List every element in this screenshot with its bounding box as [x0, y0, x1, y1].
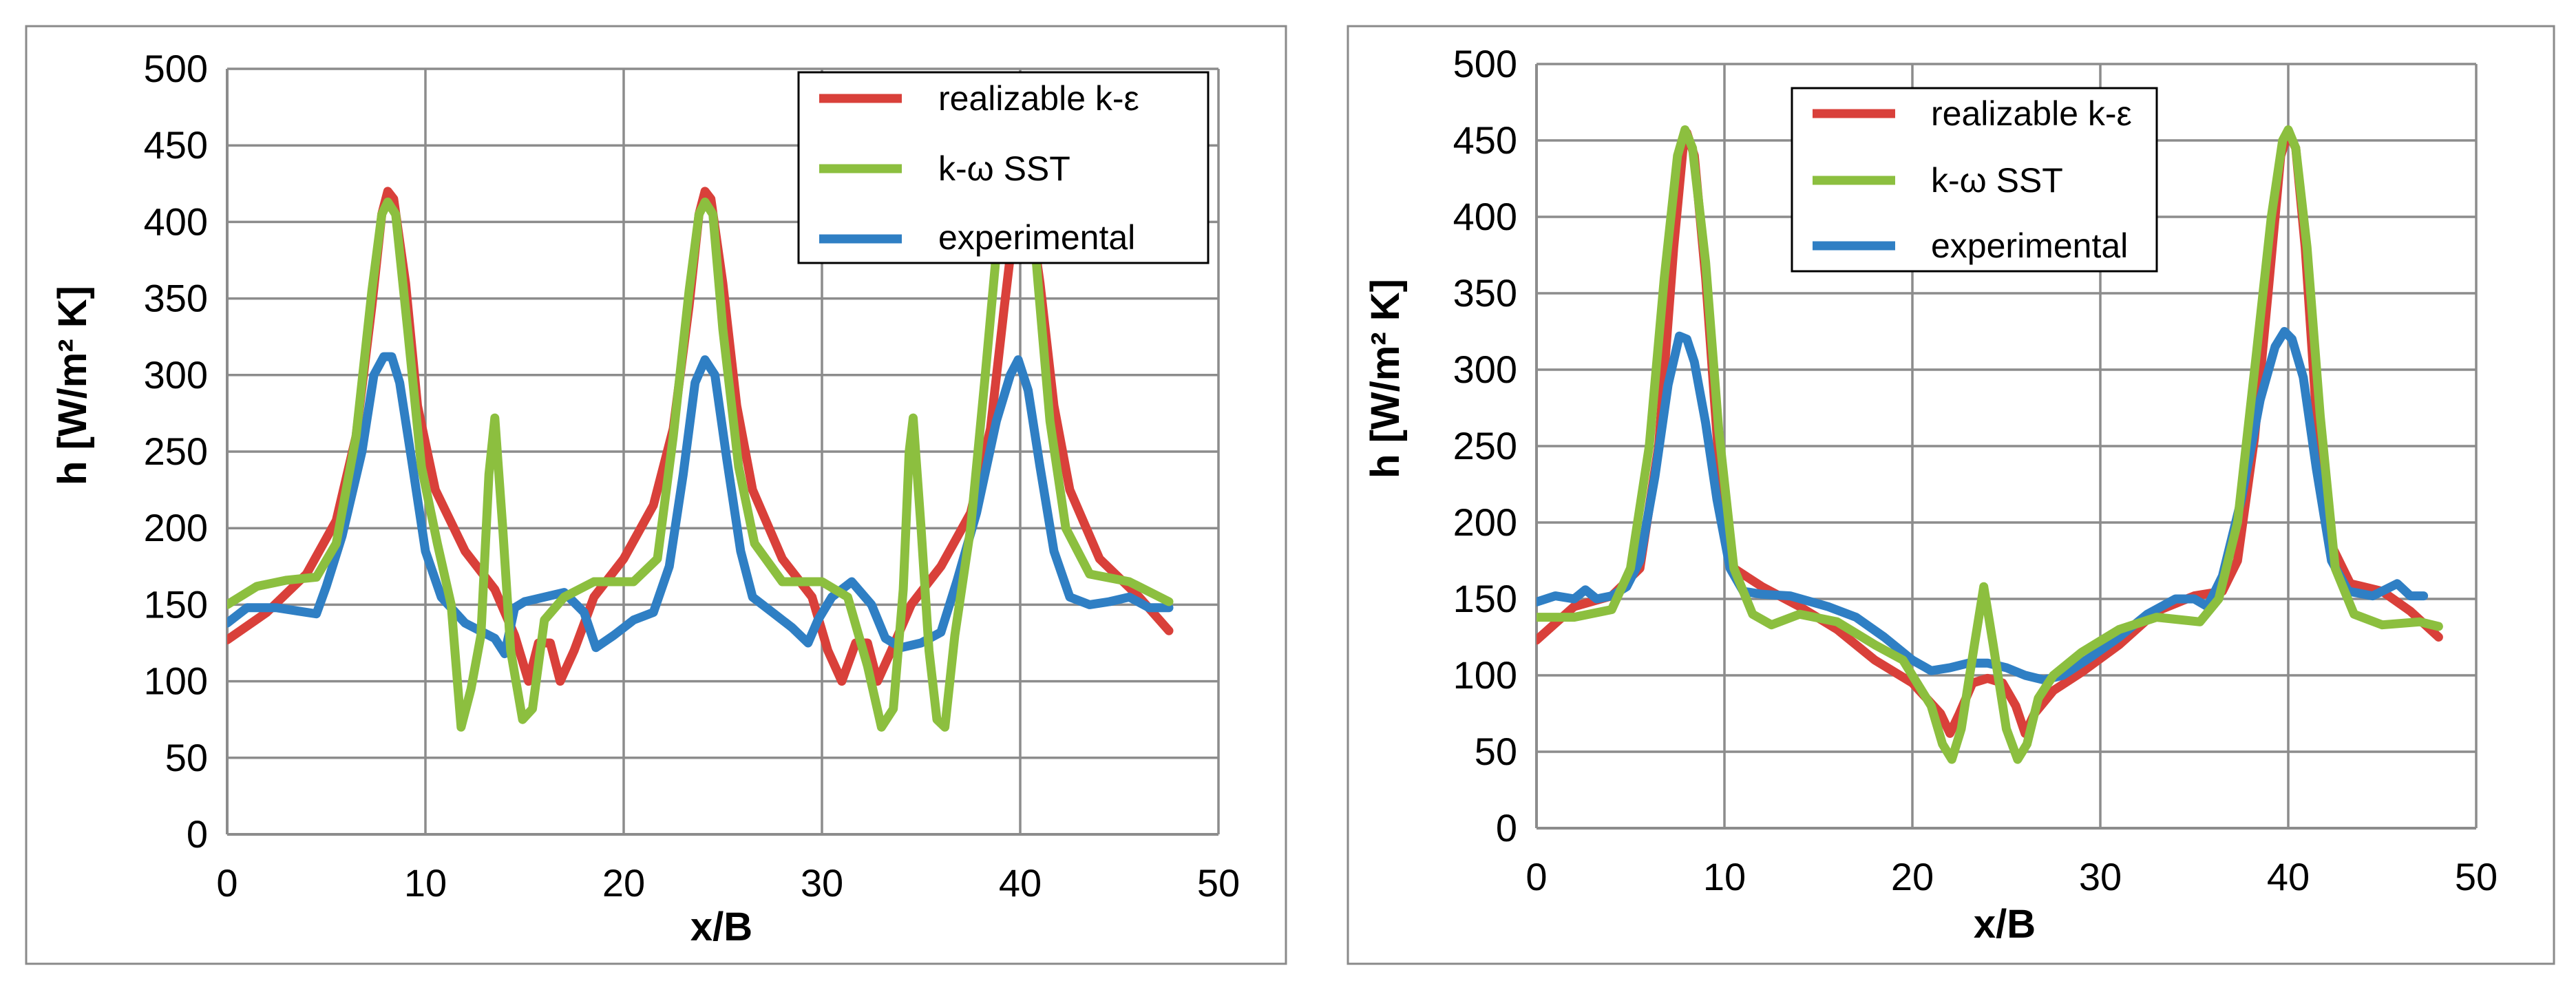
left-x-tick-label: 0	[216, 861, 237, 905]
left-series-experimental	[227, 352, 1174, 659]
right-y-tick-label: 150	[1453, 577, 1517, 620]
left-y-tick-label: 450	[144, 123, 208, 167]
left-x-tick-label: 20	[602, 861, 645, 905]
left-y-tick-label: 150	[144, 582, 208, 626]
left-legend-label-sst: k-ω SST	[938, 149, 1070, 188]
right-y-tick-label: 0	[1496, 806, 1517, 849]
left-chart-legend: realizable k-ε k-ω SST experimental	[797, 71, 1210, 264]
right-x-tick-label: 50	[2455, 855, 2498, 898]
right-chart-legend: realizable k-ε k-ω SST experimental	[1791, 87, 2158, 273]
left-x-tick-label: 10	[404, 861, 447, 905]
right-x-tick-label: 0	[1525, 855, 1547, 898]
left-y-axis-label: h [W/m² K]	[50, 286, 95, 485]
right-y-tick-label: 50	[1475, 730, 1517, 773]
left-x-tick-label: 40	[999, 861, 1042, 905]
right-chart-ticks: 0 50 100 150 200 250 300 350 400 450 500 0 10 20 30 40 5…	[1453, 42, 2498, 898]
right-x-axis-label: x/B	[1974, 902, 2036, 947]
left-y-tick-label: 100	[144, 659, 208, 703]
left-y-tick-label: 50	[165, 736, 208, 779]
right-y-tick-label: 350	[1453, 271, 1517, 315]
right-y-tick-label: 500	[1453, 42, 1517, 85]
left-y-tick-label: 400	[144, 200, 208, 243]
right-chart-panel: 0 50 100 150 200 250 300 350 400 450 500 0 10 20 30 40 5…	[1347, 25, 2555, 965]
right-legend-label-sst: k-ω SST	[1931, 161, 2063, 200]
right-x-tick-label: 20	[1891, 855, 1934, 898]
left-y-tick-label: 200	[144, 506, 208, 549]
right-x-tick-label: 40	[2267, 855, 2310, 898]
left-chart-panel: 0 50 100 150 200 250 300 350 400 450 500 0 10 20 30 40 5…	[25, 25, 1287, 965]
left-y-tick-label: 250	[144, 430, 208, 473]
right-chart-series	[1537, 125, 2443, 764]
left-chart-series	[227, 110, 1174, 732]
left-x-axis-label: x/B	[690, 905, 752, 949]
right-y-tick-label: 400	[1453, 195, 1517, 238]
left-chart-ticks: 0 50 100 150 200 250 300 350 400 450 500 0 10 20 30 40 5…	[144, 47, 1241, 905]
right-legend-label-realizable: realizable k-ε	[1931, 94, 2132, 133]
right-series-k-omega-sst	[1537, 125, 2443, 764]
right-y-axis-label: h [W/m² K]	[1363, 279, 1408, 478]
left-y-tick-label: 350	[144, 277, 208, 320]
right-x-tick-label: 10	[1703, 855, 1746, 898]
left-legend-label-experimental: experimental	[938, 218, 1135, 257]
right-y-tick-label: 250	[1453, 424, 1517, 467]
left-series-k-omega-sst	[227, 110, 1174, 732]
right-y-tick-label: 300	[1453, 348, 1517, 391]
left-x-tick-label: 30	[801, 861, 843, 905]
left-y-tick-label: 0	[187, 812, 208, 856]
left-legend-label-realizable: realizable k-ε	[938, 79, 1139, 118]
right-y-tick-label: 100	[1453, 653, 1517, 697]
left-x-tick-label: 50	[1197, 861, 1240, 905]
right-x-tick-label: 30	[2079, 855, 2122, 898]
right-y-tick-label: 200	[1453, 500, 1517, 544]
right-y-tick-label: 450	[1453, 118, 1517, 162]
left-y-tick-label: 300	[144, 353, 208, 397]
right-legend-label-experimental: experimental	[1931, 226, 2128, 265]
left-y-tick-label: 500	[144, 47, 208, 90]
